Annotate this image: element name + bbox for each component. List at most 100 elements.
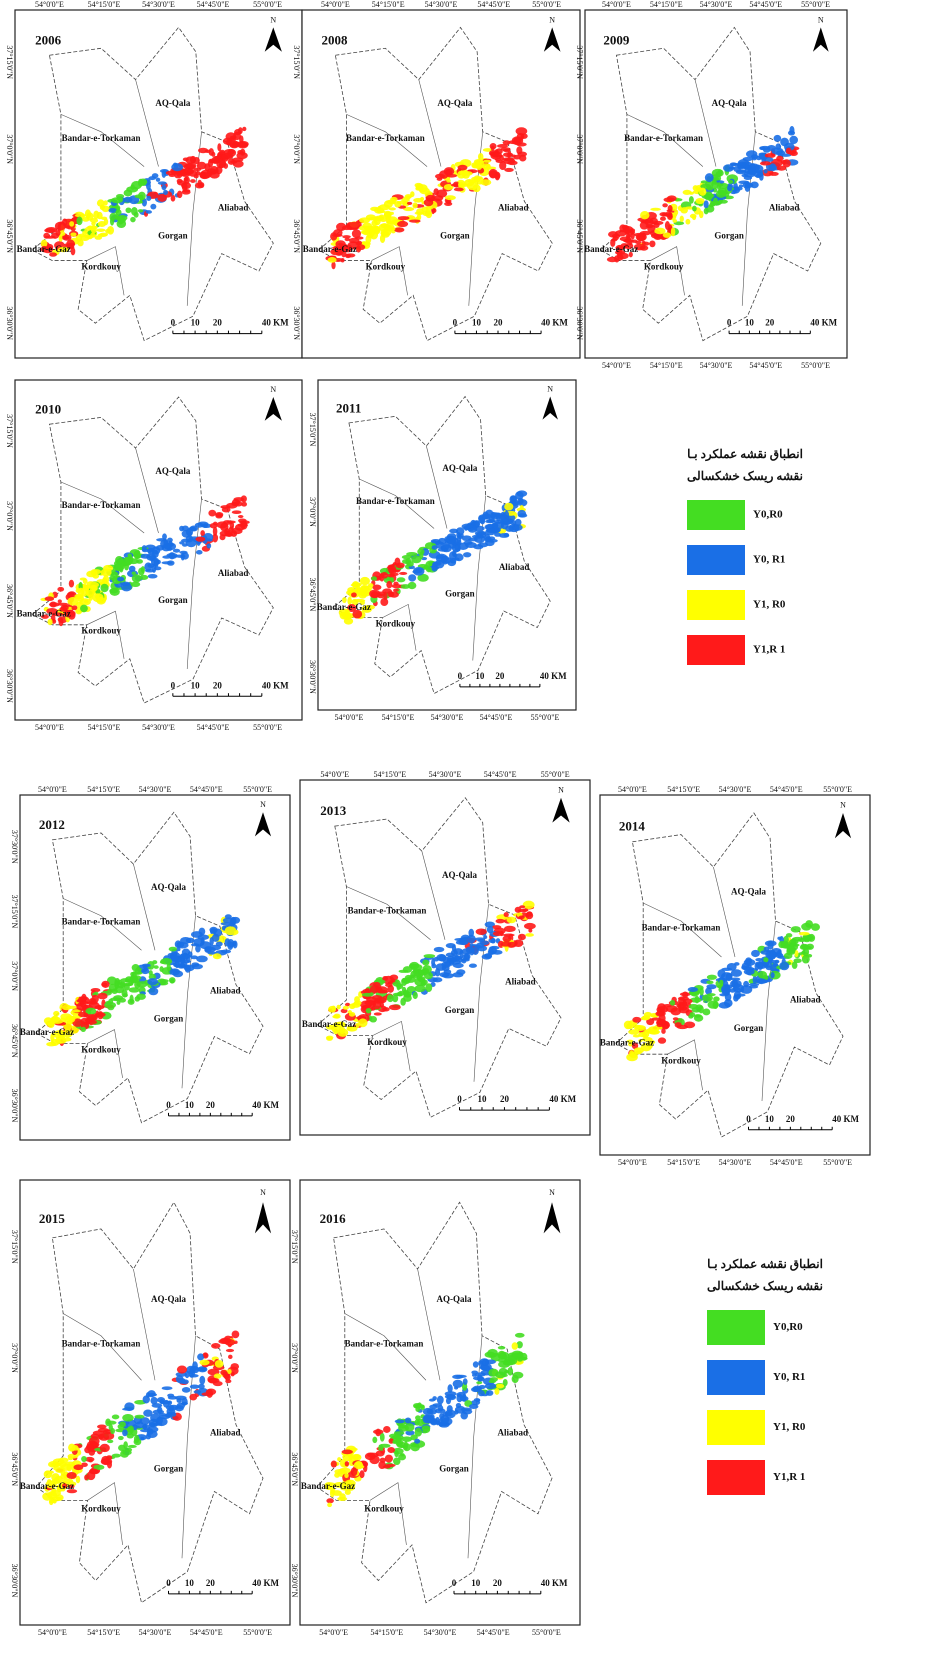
- risk-patch: [57, 586, 65, 592]
- north-arrow: [254, 1202, 272, 1234]
- risk-patch: [332, 1490, 342, 1496]
- north-label: N: [558, 785, 564, 794]
- longitude-label: 54°30'0"E: [700, 0, 733, 9]
- district-border: [344, 1313, 427, 1381]
- risk-patch: [740, 985, 753, 994]
- risk-patch: [161, 184, 167, 191]
- risk-patch: [475, 928, 487, 936]
- latitude-label: 37°15'0"N: [10, 895, 19, 929]
- risk-patch: [383, 1425, 391, 1433]
- map-year: 2006: [35, 32, 62, 47]
- risk-patch: [127, 1444, 137, 1449]
- risk-patch: [719, 979, 724, 986]
- risk-patch: [46, 1041, 57, 1047]
- scale-label: 0: [458, 671, 463, 681]
- risk-patch: [383, 210, 392, 218]
- risk-patch: [454, 937, 467, 942]
- risk-patch: [148, 176, 157, 181]
- risk-patch: [57, 599, 62, 604]
- risk-patch: [84, 209, 92, 219]
- risk-patch: [118, 1444, 126, 1452]
- risk-patch: [93, 1464, 105, 1470]
- risk-patch: [394, 200, 402, 208]
- risk-patch: [229, 521, 235, 530]
- risk-patch: [211, 159, 220, 164]
- place-name: Gorgan: [445, 1005, 475, 1015]
- place-name: AQ-Qala: [155, 98, 190, 108]
- longitude-label: 54°15'0"E: [382, 713, 415, 722]
- place-name: Bandar-e-Torkaman: [346, 133, 425, 143]
- risk-patch: [48, 602, 60, 607]
- risk-patch: [743, 958, 756, 966]
- risk-patch: [703, 207, 709, 215]
- risk-patch: [466, 181, 478, 191]
- risk-patch: [183, 176, 189, 182]
- risk-patch: [350, 1467, 358, 1477]
- latitude-label: 37°0'0"N: [290, 1343, 299, 1373]
- latitude-label: 37°15'0"N: [5, 414, 14, 448]
- risk-patch: [442, 555, 450, 562]
- risk-patch: [129, 994, 134, 1004]
- risk-patch: [359, 1470, 365, 1479]
- risk-patch: [196, 955, 208, 963]
- place-name: Bandar-e-Gaz: [20, 1027, 74, 1037]
- longitude-label: 54°0'0"E: [321, 0, 350, 9]
- risk-patch: [776, 949, 782, 958]
- risk-patch: [421, 979, 428, 986]
- longitude-label: 54°15'0"E: [374, 770, 407, 779]
- risk-patch: [55, 1468, 65, 1473]
- risk-patch: [355, 587, 363, 592]
- map-panel: 2006 N AQ-Qala Bandar-e-Torkaman Aliabad Gorg…: [5, 0, 303, 359]
- risk-patch: [414, 1438, 421, 1444]
- risk-patch: [149, 555, 156, 562]
- risk-patch: [387, 216, 399, 225]
- place-name: Kordkouy: [81, 1044, 121, 1054]
- risk-patch: [689, 1011, 696, 1018]
- risk-patch: [692, 205, 697, 212]
- district-border: [694, 79, 717, 167]
- district-border: [382, 603, 417, 651]
- risk-patch: [188, 1373, 199, 1378]
- risk-patch: [181, 1397, 188, 1406]
- risk-patch: [447, 1384, 453, 1393]
- district-border: [643, 902, 722, 958]
- risk-patch: [737, 165, 745, 170]
- risk-patch: [208, 509, 217, 517]
- risk-patch: [452, 1374, 464, 1380]
- risk-patch: [393, 581, 399, 586]
- map-year: 2016: [320, 1211, 347, 1226]
- longitude-label: 55°0'0"E: [532, 0, 561, 9]
- risk-patch: [337, 1028, 349, 1037]
- risk-patch: [45, 1480, 57, 1489]
- north-label: N: [270, 15, 276, 24]
- map-year: 2010: [35, 402, 61, 417]
- risk-patch: [449, 528, 459, 534]
- risk-patch: [138, 191, 146, 201]
- scale-label: 10: [765, 1114, 775, 1124]
- risk-patch: [621, 224, 629, 230]
- risk-patch: [665, 1005, 678, 1013]
- risk-patch: [71, 1009, 81, 1013]
- latitude-label: 37°15'0"N: [5, 45, 14, 79]
- risk-patch: [137, 209, 144, 213]
- risk-patch: [231, 1330, 240, 1339]
- risk-patch: [198, 1383, 205, 1390]
- risk-patch: [91, 994, 99, 1003]
- district-border: [87, 1482, 123, 1545]
- risk-patch: [97, 1424, 107, 1429]
- longitude-label: 54°0'0"E: [618, 785, 647, 794]
- risk-patch: [414, 1427, 423, 1437]
- risk-patch: [190, 179, 196, 183]
- longitude-label: 54°0'0"E: [38, 1628, 67, 1637]
- longitude-label: 54°0'0"E: [320, 770, 349, 779]
- risk-patch: [106, 1420, 117, 1425]
- risk-patch: [394, 1431, 405, 1436]
- place-name: AQ-Qala: [151, 882, 186, 892]
- risk-patch: [763, 946, 770, 952]
- risk-patch: [518, 915, 525, 920]
- risk-patch: [505, 525, 514, 532]
- risk-patch: [106, 976, 117, 985]
- risk-patch: [745, 150, 758, 158]
- risk-patch: [195, 944, 201, 953]
